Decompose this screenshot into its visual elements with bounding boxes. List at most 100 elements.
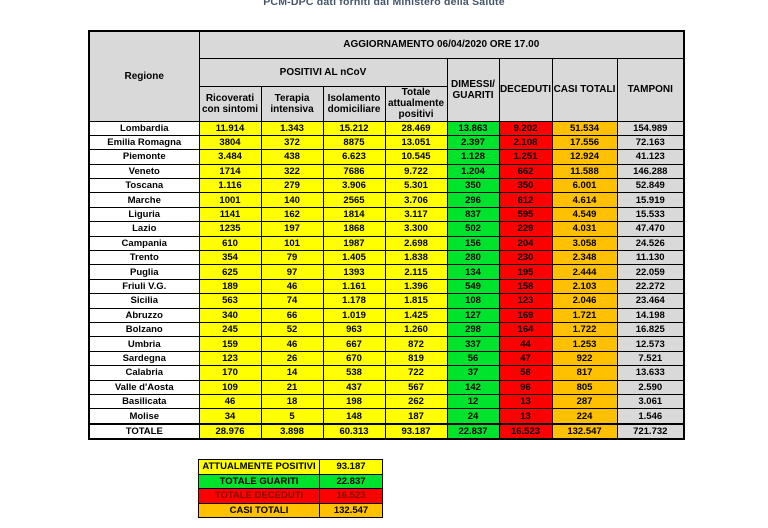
legend-label: TOTALE GUARITI <box>198 473 320 489</box>
table-row: Emilia Romagna 3804 372 8875 13.051 2.397 2.10… <box>88 134 685 151</box>
cell-ricoverati: 3804 <box>198 134 262 151</box>
cell-totale-positivi: 567 <box>384 379 448 395</box>
table-row: Sardegna 123 26 670 819 56 47 922 7.521 <box>88 350 685 367</box>
cell-deceduti: 158 <box>498 278 553 295</box>
cell-totale-positivi: 28.469 <box>384 120 448 136</box>
cell-ricoverati: 3.484 <box>198 149 262 165</box>
cell-regione: Sardegna <box>88 350 200 367</box>
covid-region-table: Regione AGGIORNAMENTO 06/04/2020 ORE 17.… <box>88 30 686 441</box>
cell-ricoverati: 34 <box>198 408 262 425</box>
cell-regione: Basilicata <box>88 393 200 410</box>
column-header-regione: Regione <box>88 30 200 122</box>
cell-totale-positivi: 9.722 <box>384 163 448 180</box>
cell-totale-positivi: 1.260 <box>384 321 448 338</box>
cell-terapia: 101 <box>260 235 324 252</box>
cell-terapia: 26 <box>260 350 324 367</box>
cell-totale-positivi: 2.698 <box>384 235 448 252</box>
cell-dimessi-guariti: 502 <box>446 221 500 237</box>
cell-regione: Toscana <box>88 178 200 194</box>
table-row: Campania 610 101 1987 2.698 156 204 3.058 24.526 <box>88 235 685 252</box>
cell-ricoverati: 1.116 <box>198 178 262 194</box>
cell-tamponi: 3.061 <box>616 393 685 410</box>
table-row: Piemonte 3.484 438 6.623 10.545 1.128 1.251 12.… <box>88 149 685 165</box>
cell-totale-positivi: 722 <box>384 365 448 381</box>
cell-regione: Campania <box>88 235 200 252</box>
cell-isolamento: 60.313 <box>322 422 386 440</box>
cell-isolamento: 7686 <box>322 163 386 180</box>
cell-dimessi-guariti: 280 <box>446 250 500 266</box>
cell-ricoverati: 123 <box>198 350 262 367</box>
cell-tamponi: 1.546 <box>616 408 685 425</box>
legend-label: CASI TOTALI <box>198 502 320 518</box>
table-row: Marche 1001 140 2565 3.706 296 612 4.614 15.919 <box>88 192 685 208</box>
cell-dimessi-guariti: 56 <box>446 350 500 367</box>
cell-totale-positivi: 1.815 <box>384 293 448 309</box>
cell-deceduti: 123 <box>498 293 553 309</box>
cell-totale-positivi: 3.117 <box>384 206 448 223</box>
cell-dimessi-guariti: 134 <box>446 264 500 280</box>
cell-terapia: 46 <box>260 278 324 295</box>
cell-regione: Trento <box>88 250 200 266</box>
cell-terapia: 279 <box>260 178 324 194</box>
cell-deceduti: 164 <box>498 321 553 338</box>
cell-tamponi: 23.464 <box>616 293 685 309</box>
table-row: Abruzzo 340 66 1.019 1.425 127 169 1.721 14.198 <box>88 307 685 323</box>
cell-ricoverati: 189 <box>198 278 262 295</box>
cell-dimessi-guariti: 298 <box>446 321 500 338</box>
cell-isolamento: 1987 <box>322 235 386 252</box>
cell-deceduti: 96 <box>498 379 553 395</box>
cell-tamponi: 72.163 <box>616 134 685 151</box>
cell-casi-totali: 51.534 <box>551 120 618 136</box>
cell-isolamento: 2565 <box>322 192 386 208</box>
cell-isolamento: 538 <box>322 365 386 381</box>
cell-tamponi: 721.732 <box>616 422 685 440</box>
cell-casi-totali: 287 <box>551 393 618 410</box>
cell-ricoverati: 1001 <box>198 192 262 208</box>
cell-ricoverati: 159 <box>198 336 262 352</box>
cell-regione: Molise <box>88 408 200 425</box>
cell-ricoverati: 1235 <box>198 221 262 237</box>
cell-isolamento: 963 <box>322 321 386 338</box>
cell-isolamento: 670 <box>322 350 386 367</box>
cell-isolamento: 148 <box>322 408 386 425</box>
cell-totale-positivi: 1.838 <box>384 250 448 266</box>
cell-tamponi: 52.849 <box>616 178 685 194</box>
legend-label: TOTALE DECEDUTI <box>198 488 320 504</box>
cell-terapia: 74 <box>260 293 324 309</box>
legend-value: 22.837 <box>319 473 383 489</box>
summary-legend: ATTUALMENTE POSITIVI 93.187 TOTALE GUARITI… <box>198 459 383 518</box>
cell-dimessi-guariti: 22.837 <box>446 422 500 440</box>
cell-totale-positivi: 1.425 <box>384 307 448 323</box>
cell-terapia: 322 <box>260 163 324 180</box>
column-header-dimessi-guariti: DIMESSI/ GUARITI <box>446 57 500 122</box>
cell-tamponi: 13.633 <box>616 365 685 381</box>
cell-casi-totali: 3.058 <box>551 235 618 252</box>
cell-isolamento: 8875 <box>322 134 386 151</box>
legend-value: 132.547 <box>319 502 383 518</box>
cell-ricoverati: 46 <box>198 393 262 410</box>
cell-casi-totali: 4.614 <box>551 192 618 208</box>
cell-isolamento: 1.161 <box>322 278 386 295</box>
cell-isolamento: 3.906 <box>322 178 386 194</box>
cell-ricoverati: 109 <box>198 379 262 395</box>
cell-deceduti: 229 <box>498 221 553 237</box>
cell-terapia: 438 <box>260 149 324 165</box>
cell-regione: Lazio <box>88 221 200 237</box>
table-body: Lombardia 11.914 1.343 15.212 28.469 13.863 9.… <box>88 120 685 440</box>
update-header: AGGIORNAMENTO 06/04/2020 ORE 17.00 <box>198 30 685 59</box>
cell-casi-totali: 12.924 <box>551 149 618 165</box>
cell-tamponi: 22.059 <box>616 264 685 280</box>
cell-ricoverati: 170 <box>198 365 262 381</box>
legend-value: 93.187 <box>319 459 383 475</box>
column-header-terapia: Terapia intensiva <box>260 85 324 122</box>
cell-regione: Liguria <box>88 206 200 223</box>
cell-deceduti: 13 <box>498 393 553 410</box>
cell-ricoverati: 245 <box>198 321 262 338</box>
cell-regione: Abruzzo <box>88 307 200 323</box>
cell-isolamento: 1868 <box>322 221 386 237</box>
column-header-ricoverati: Ricoverati con sintomi <box>198 85 262 122</box>
cell-deceduti: 204 <box>498 235 553 252</box>
cell-totale-positivi: 1.396 <box>384 278 448 295</box>
cell-tamponi: 16.825 <box>616 321 685 338</box>
cell-casi-totali: 4.031 <box>551 221 618 237</box>
